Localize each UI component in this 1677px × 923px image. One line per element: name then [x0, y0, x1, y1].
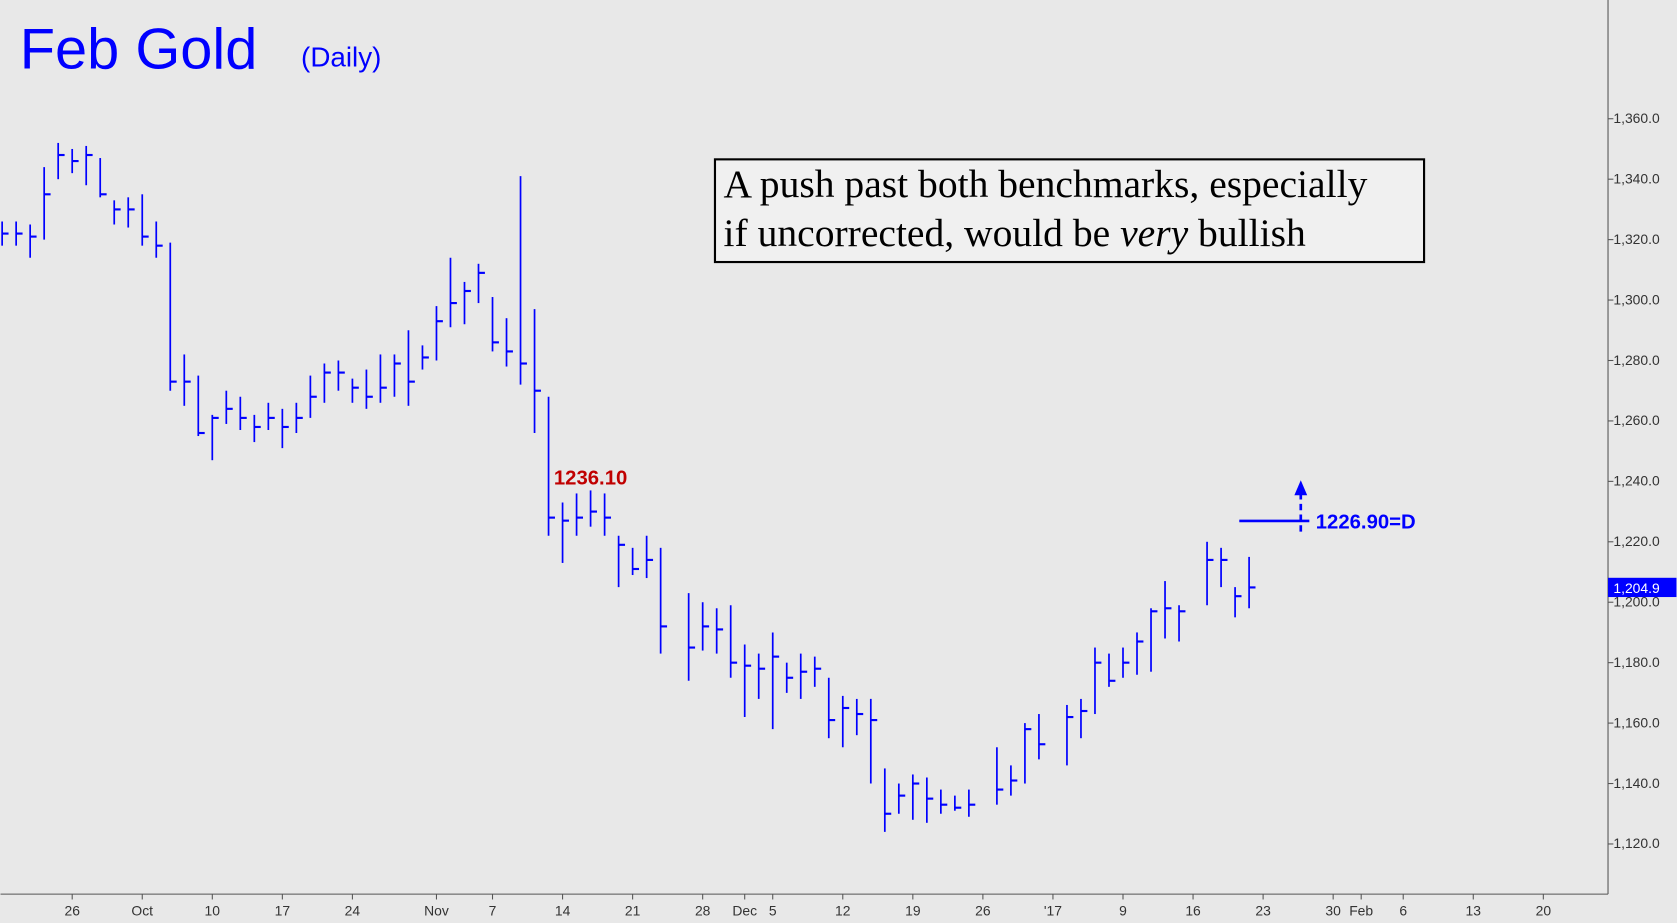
note-line: A push past both benchmarks, especially [724, 162, 1368, 206]
x-tick-label: Feb [1349, 903, 1373, 919]
y-tick-label: 1,260.0 [1613, 412, 1660, 428]
x-tick-label: 26 [975, 903, 991, 919]
chart-title: Feb Gold [20, 17, 258, 81]
x-tick-label: Oct [131, 903, 153, 919]
x-tick-label: 13 [1466, 903, 1482, 919]
last-price-label: 1,204.9 [1613, 580, 1660, 596]
note-text: if uncorrected, would be [724, 211, 1121, 255]
y-tick-label: 1,220.0 [1613, 533, 1660, 549]
x-tick-label: 5 [769, 903, 777, 919]
x-tick-label: 20 [1536, 903, 1552, 919]
x-tick-label: 24 [345, 903, 361, 919]
x-tick-label: 14 [555, 903, 571, 919]
x-tick-label: 19 [905, 903, 921, 919]
y-tick-label: 1,320.0 [1613, 231, 1660, 247]
chart-subtitle: (Daily) [301, 41, 381, 72]
x-tick-label: 30 [1325, 903, 1341, 919]
x-tick-label: 16 [1185, 903, 1201, 919]
note-box [713, 158, 1426, 264]
x-tick-label: 10 [205, 903, 221, 919]
y-tick-label: 1,340.0 [1613, 170, 1660, 186]
x-tick-label: Dec [732, 903, 757, 919]
y-tick-label: 1,360.0 [1613, 110, 1660, 126]
y-tick-label: 1,300.0 [1613, 291, 1660, 307]
x-tick-label: 12 [835, 903, 851, 919]
x-tick-label: 21 [625, 903, 641, 919]
y-tick-label: 1,120.0 [1613, 835, 1660, 851]
last-price-box [1608, 577, 1677, 598]
x-tick-label: 6 [1399, 903, 1407, 919]
y-tick-label: 1,160.0 [1613, 714, 1660, 730]
x-tick-label: 28 [695, 903, 711, 919]
peak-label: 1236.10 [554, 468, 627, 490]
note-text: bullish [1188, 211, 1306, 255]
y-tick-label: 1,180.0 [1613, 654, 1660, 670]
x-tick-label: 26 [64, 903, 80, 919]
y-tick-label: 1,240.0 [1613, 473, 1660, 489]
x-tick-label: 7 [489, 903, 497, 919]
y-tick-label: 1,140.0 [1613, 775, 1660, 791]
y-tick-label: 1,200.0 [1613, 594, 1660, 610]
x-tick-label: '17 [1044, 903, 1062, 919]
target-arrowhead [1294, 480, 1308, 496]
note-line: if uncorrected, would be very bullish [724, 211, 1306, 255]
x-tick-label: 17 [275, 903, 291, 919]
x-tick-label: 9 [1119, 903, 1127, 919]
x-tick-label: 23 [1255, 903, 1271, 919]
target-label: 1226.90=D [1316, 511, 1416, 533]
note-emphasis: very [1120, 211, 1189, 255]
y-tick-label: 1,280.0 [1613, 352, 1660, 368]
x-tick-label: Nov [424, 903, 449, 919]
